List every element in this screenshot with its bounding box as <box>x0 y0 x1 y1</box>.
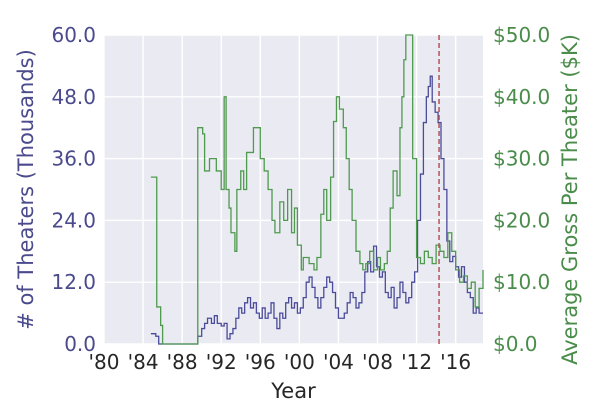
left-axis-label: # of Theaters (Thousands) <box>14 49 38 330</box>
x-tick-label: '84 <box>128 350 159 374</box>
x-tick-label: '04 <box>323 350 354 374</box>
right-tick-label: $30.0 <box>493 147 550 171</box>
x-tick-label: '80 <box>89 350 120 374</box>
right-tick-label: $40.0 <box>493 85 550 109</box>
x-tick-label: '12 <box>401 350 432 374</box>
x-tick-label: '16 <box>440 350 471 374</box>
left-axis-ticks: 0.0 12.0 24.0 36.0 48.0 60.0 <box>51 23 96 356</box>
right-tick-label: $20.0 <box>493 208 550 232</box>
series-layer <box>150 34 484 345</box>
left-tick-label: 48.0 <box>51 85 96 109</box>
x-tick-label: '96 <box>245 350 276 374</box>
right-tick-label: $10.0 <box>493 270 550 294</box>
left-tick-label: 36.0 <box>51 147 96 171</box>
x-tick-label: '92 <box>206 350 237 374</box>
x-axis-ticks: '80 '84 '88 '92 '96 '00 '04 '08 '12 '16 <box>89 350 472 374</box>
left-tick-label: 60.0 <box>51 23 96 47</box>
right-axis-ticks: $0.0 $10.0 $20.0 $30.0 $40.0 $50.0 <box>493 23 550 356</box>
gross-series-line <box>150 34 484 345</box>
right-tick-label: $50.0 <box>493 23 550 47</box>
plot-background <box>104 35 483 344</box>
left-tick-label: 12.0 <box>51 270 96 294</box>
x-tick-label: '88 <box>167 350 198 374</box>
left-tick-label: 0.0 <box>64 332 96 356</box>
right-axis-label: Average Gross Per Theater ($K) <box>558 34 582 365</box>
theaters-series-line <box>150 75 483 345</box>
x-tick-label: '08 <box>362 350 393 374</box>
right-tick-label: $0.0 <box>493 332 538 356</box>
x-axis-label: Year <box>270 379 316 403</box>
left-tick-label: 24.0 <box>51 208 96 232</box>
x-tick-label: '00 <box>284 350 315 374</box>
